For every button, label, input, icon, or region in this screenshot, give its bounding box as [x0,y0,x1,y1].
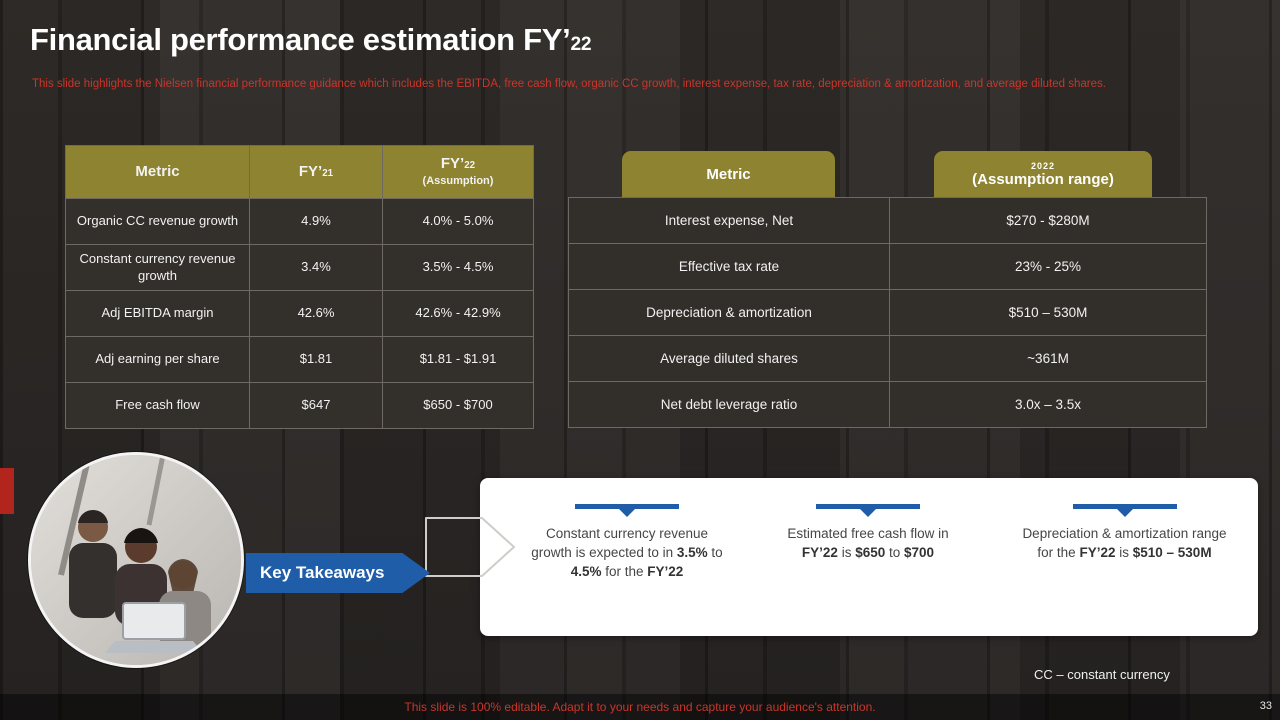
team-photo [28,452,244,668]
value-cell: $510 – 530M [890,290,1206,335]
metric-cell: Constant currency revenue growth [66,245,249,290]
outline-arrow-decoration [425,517,515,577]
value-cell: 3.0x – 3.5x [890,382,1206,427]
slide-subtitle: This slide highlights the Nielsen financ… [32,78,1106,90]
metric-cell: Free cash flow [66,383,249,428]
brace-down-icon [575,502,679,517]
takeaway-text: Depreciation & amortization range for th… [1022,526,1227,560]
right-table-header-assumption-range: 2022 (Assumption range) [934,151,1152,197]
value-cell: $647 [250,383,382,428]
header-year: 2022 [1030,160,1056,171]
takeaway-text: Constant currency revenue growth is expe… [531,526,723,579]
metric-cell: Net debt leverage ratio [569,382,889,427]
takeaway-item: Depreciation & amortization range for th… [1022,502,1227,563]
metric-cell: Interest expense, Net [569,198,889,243]
fy-comparison-table: Metric FY’21 FY’22 (Assumption) Organic C… [65,145,534,429]
metric-cell: Organic CC revenue growth [66,199,249,244]
value-cell: 4.9% [250,199,382,244]
col-header-metric: Metric [66,146,249,198]
title-text: Financial performance estimation FY’ [30,22,571,57]
value-cell: 23% - 25% [890,244,1206,289]
value-cell: 42.6% [250,291,382,336]
metric-cell: Adj earning per share [66,337,249,382]
metric-cell: Adj EBITDA margin [66,291,249,336]
value-cell: $1.81 - $1.91 [383,337,533,382]
editable-note: This slide is 100% editable. Adapt it to… [404,700,876,714]
value-cell: $1.81 [250,337,382,382]
metric-cell: Average diluted shares [569,336,889,381]
assumption-range-table: Interest expense, Net $270 - $280M Effec… [568,197,1207,428]
key-takeaways-label: Key Takeaways [260,563,385,582]
title-year-suffix: 22 [570,34,592,55]
red-accent-bar [0,468,14,514]
metric-cell: Depreciation & amortization [569,290,889,335]
value-cell: 3.5% - 4.5% [383,245,533,290]
value-cell: 3.4% [250,245,382,290]
value-cell: 42.6% - 42.9% [383,291,533,336]
header-range: (Assumption range) [972,170,1114,188]
right-table-header-metric: Metric [622,151,835,197]
takeaway-text: Estimated free cash flow in FY’22 is $65… [787,526,949,560]
key-takeaways-banner: Key Takeaways [246,553,430,593]
metric-cell: Effective tax rate [569,244,889,289]
value-cell: $270 - $280M [890,198,1206,243]
page-title: Financial performance estimation FY’22 [30,22,592,58]
value-cell: $650 - $700 [383,383,533,428]
page-number: 33 [1259,700,1272,712]
team-photo-illustration [31,455,241,665]
takeaway-item: Estimated free cash flow in FY’22 is $65… [768,502,968,563]
value-cell: ~361M [890,336,1206,381]
footnote-cc: CC – constant currency [1034,667,1170,682]
takeaway-item: Constant currency revenue growth is expe… [527,502,727,582]
brace-down-icon [816,502,920,517]
col-header-fy21: FY’21 [250,146,382,198]
brace-down-icon [1072,502,1177,517]
col-header-fy22: FY’22 (Assumption) [383,146,533,198]
value-cell: 4.0% - 5.0% [383,199,533,244]
bottom-bar: This slide is 100% editable. Adapt it to… [0,694,1280,720]
